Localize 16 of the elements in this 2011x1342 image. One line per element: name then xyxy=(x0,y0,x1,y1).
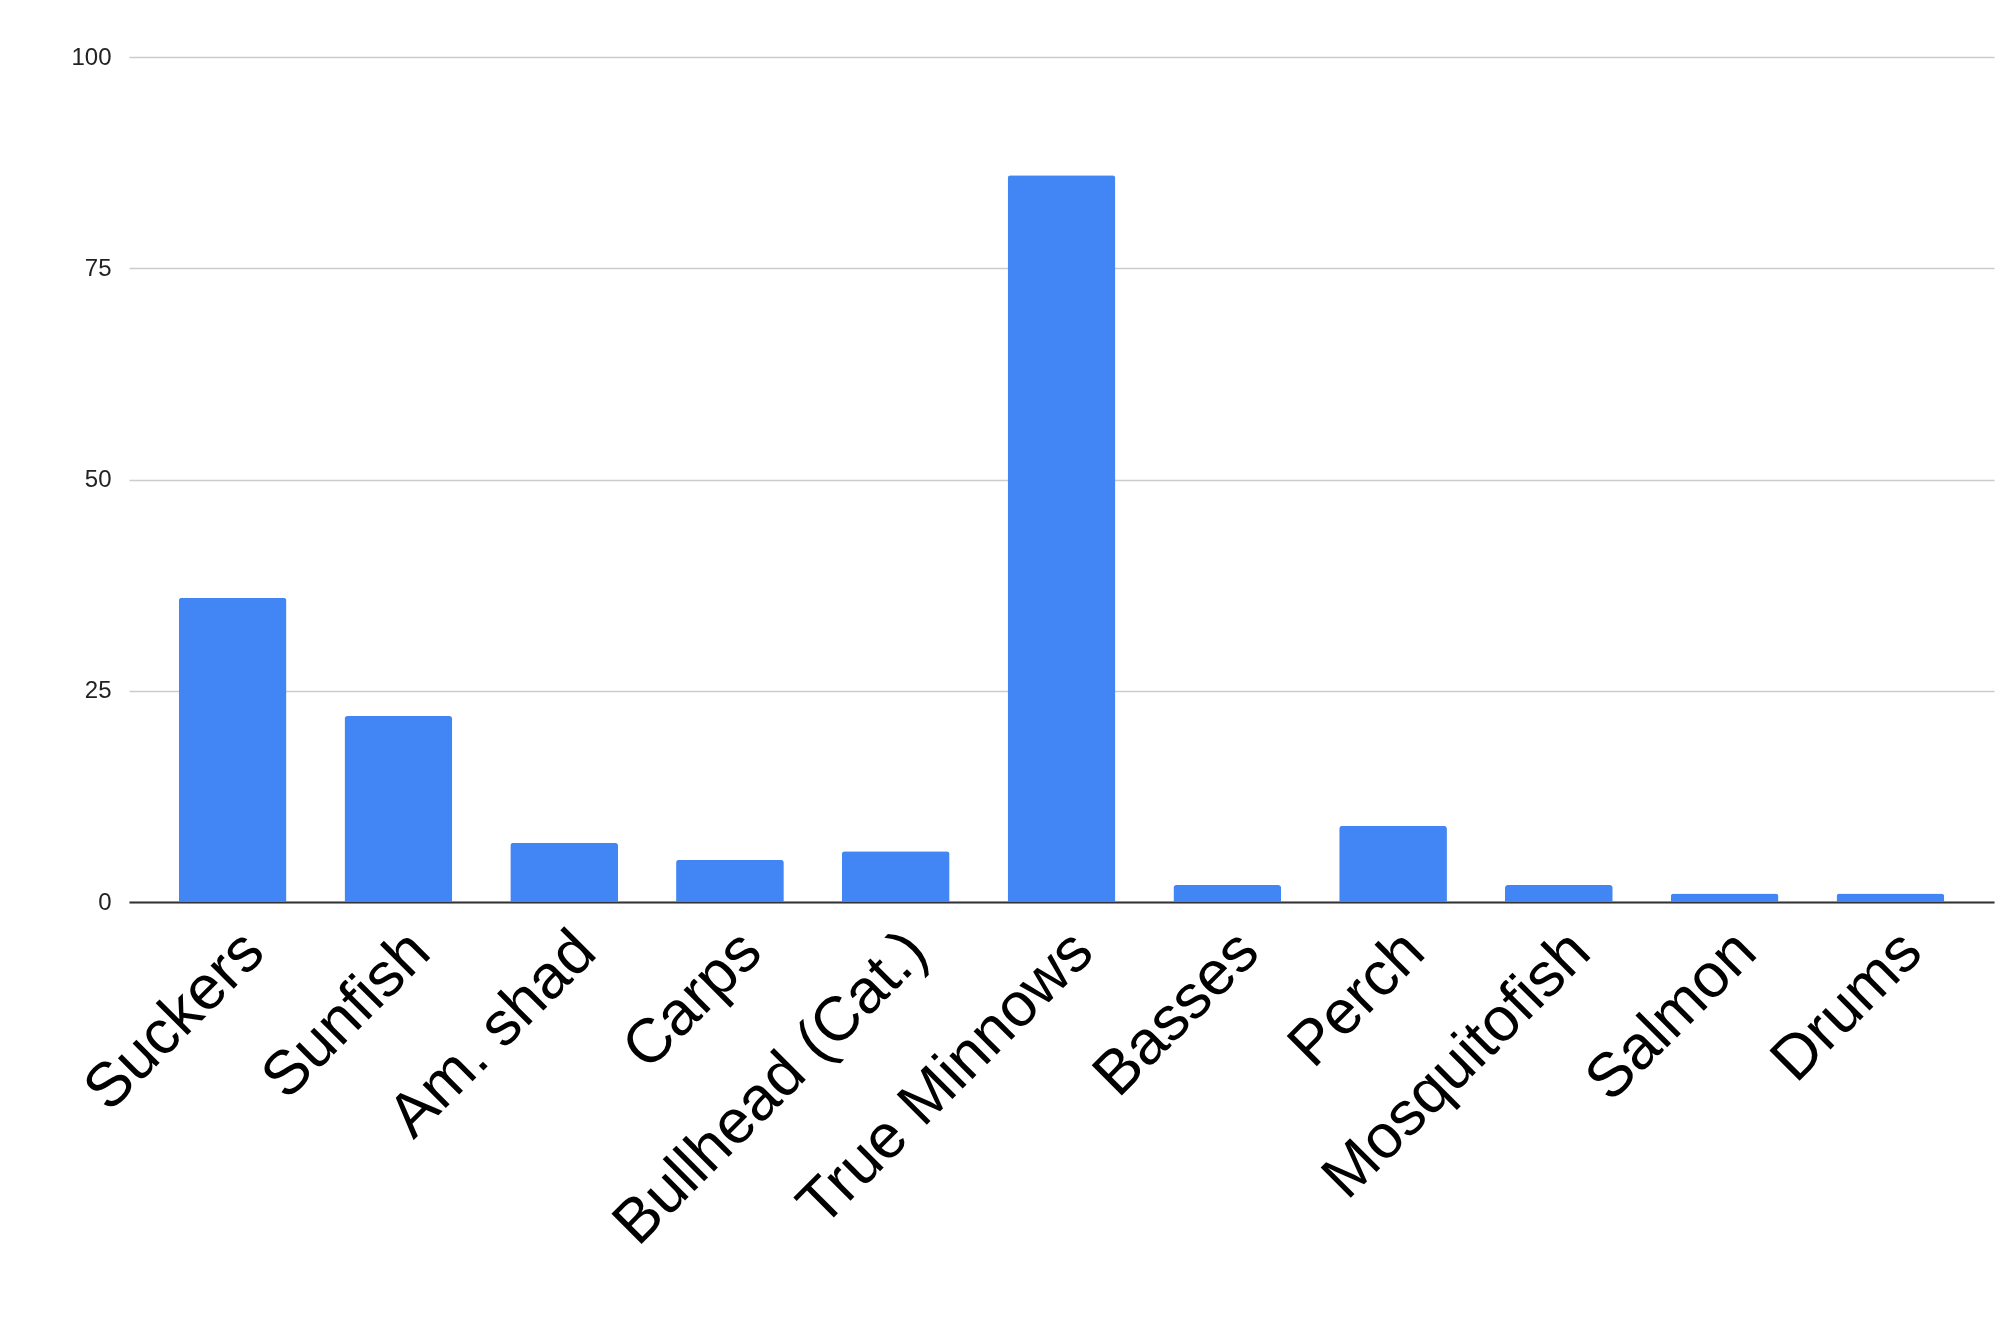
bar xyxy=(510,842,619,902)
bar xyxy=(178,597,287,902)
y-tick-label: 100 xyxy=(71,42,112,70)
y-tick-label: 75 xyxy=(84,253,112,281)
y-tick-label: 50 xyxy=(84,465,112,492)
bar xyxy=(676,859,784,902)
bar xyxy=(344,716,453,902)
bar xyxy=(1339,825,1447,902)
bar xyxy=(1504,885,1613,902)
bar xyxy=(1007,175,1116,902)
y-tick-label: 25 xyxy=(84,676,112,704)
bar xyxy=(1670,893,1779,902)
bar xyxy=(1836,893,1945,902)
bar xyxy=(1173,885,1282,902)
y-tick-label: 0 xyxy=(98,887,112,915)
bar xyxy=(841,851,950,902)
